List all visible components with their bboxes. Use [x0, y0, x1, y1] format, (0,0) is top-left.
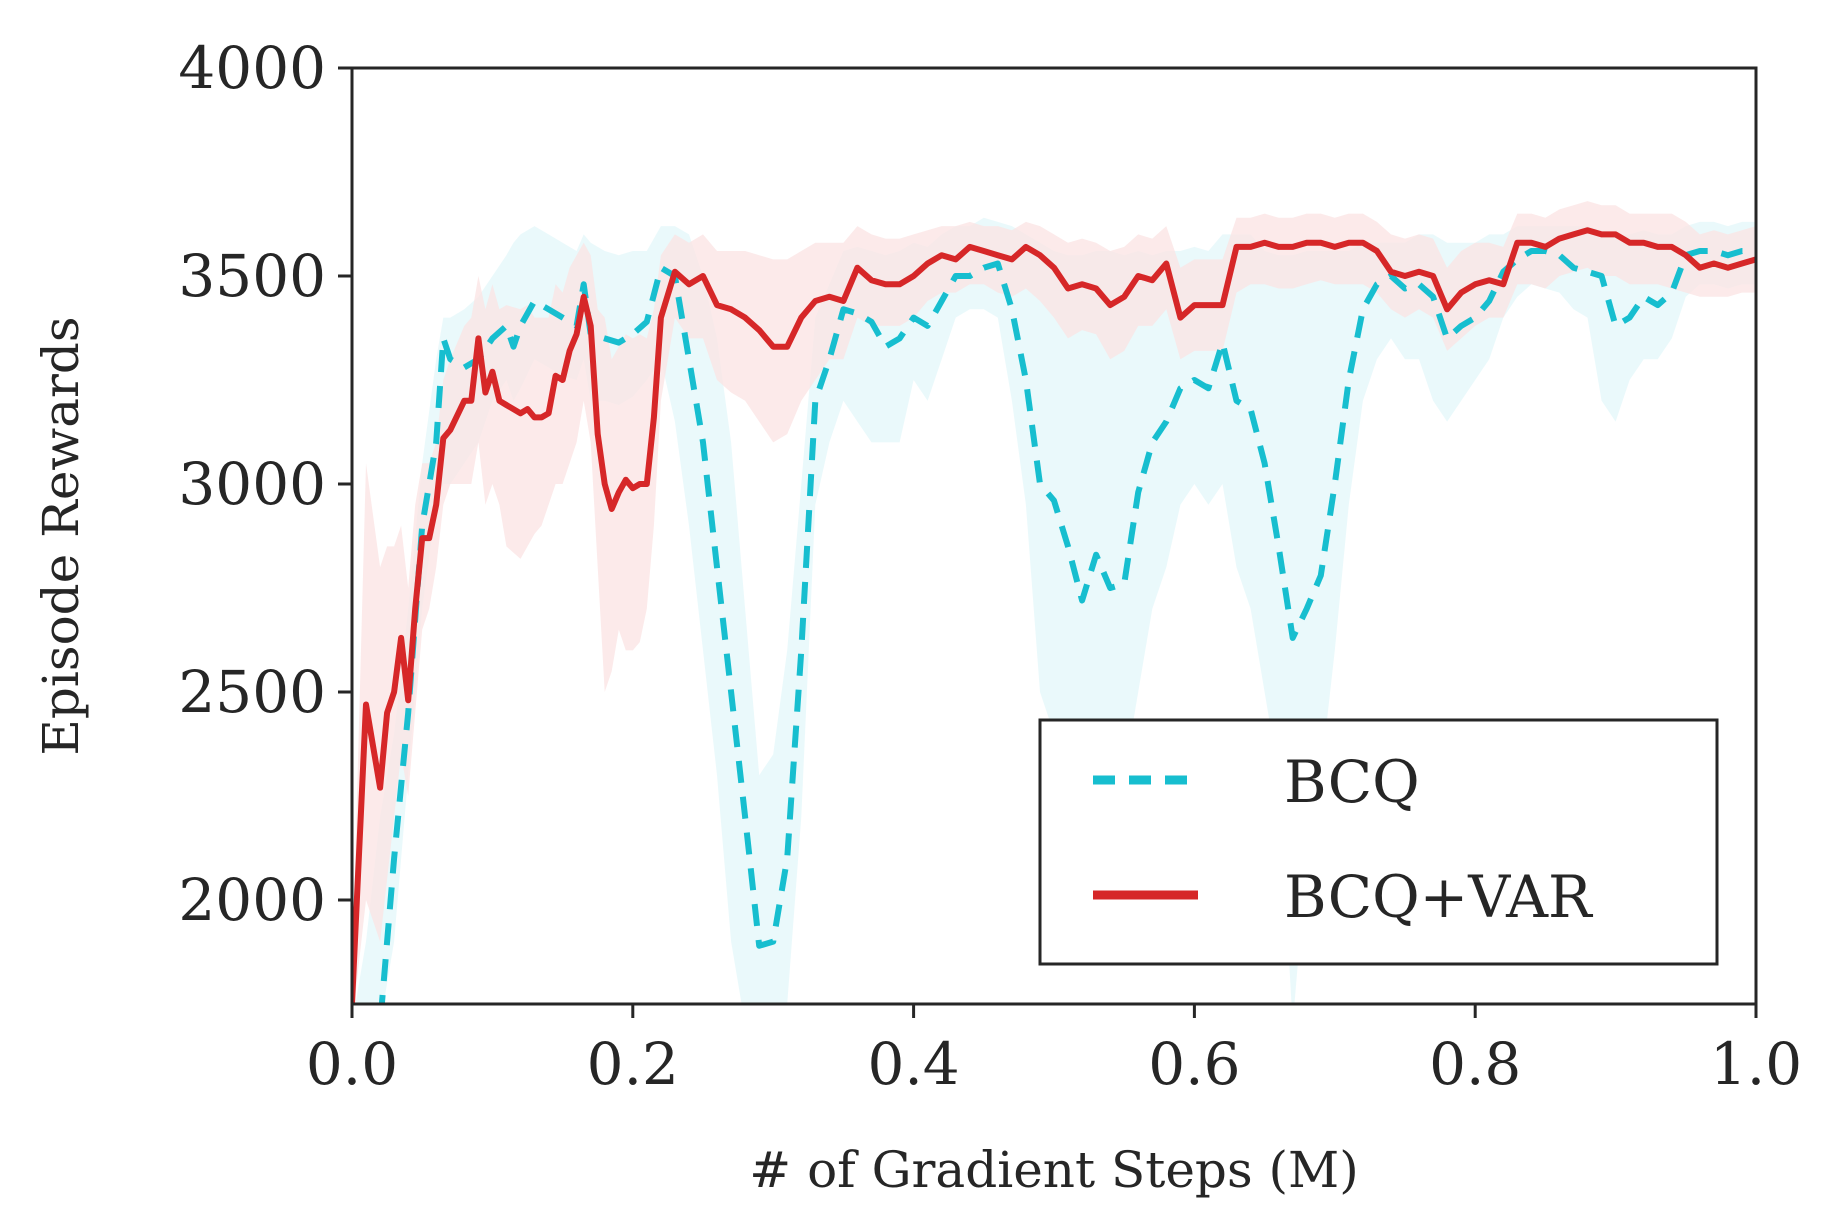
legend-box [1038, 718, 1719, 966]
band-bcq [355, 217, 1756, 1004]
y-tick-label: 3500 [178, 242, 326, 310]
x-tick-label: 0.0 [306, 1030, 398, 1098]
series-line-bcq [378, 248, 1756, 1004]
x-tick-label: 0.6 [1148, 1030, 1240, 1098]
x-axis-ticks: 0.0 0.2 0.4 0.6 0.8 1.0 [306, 1004, 1802, 1098]
confidence-bands [352, 201, 1756, 1004]
x-tick-label: 0.8 [1429, 1030, 1521, 1098]
x-tick-label: 0.2 [587, 1030, 679, 1098]
y-tick-label: 3000 [178, 450, 326, 518]
x-axis-title: # of Gradient Steps (M) [749, 1141, 1358, 1199]
y-tick-label: 2500 [178, 658, 326, 726]
legend-bcq-var-label: BCQ+VAR [1284, 863, 1594, 931]
series-line-bcq-var [352, 227, 1756, 1004]
legend-bcq-label: BCQ [1284, 748, 1420, 816]
series-lines [352, 227, 1756, 1004]
y-axis-title: Episode Rewards [32, 316, 90, 755]
x-tick-label: 0.4 [867, 1030, 959, 1098]
y-tick-label: 4000 [178, 34, 326, 102]
y-axis-ticks: 2000 2500 3000 3500 4000 [178, 34, 352, 934]
band-bcq-var [352, 201, 1756, 1004]
y-tick-label: 2000 [178, 866, 326, 934]
axes-frame [350, 66, 1758, 1006]
legend: BCQ BCQ+VAR [1038, 718, 1719, 966]
x-tick-label: 1.0 [1710, 1030, 1802, 1098]
